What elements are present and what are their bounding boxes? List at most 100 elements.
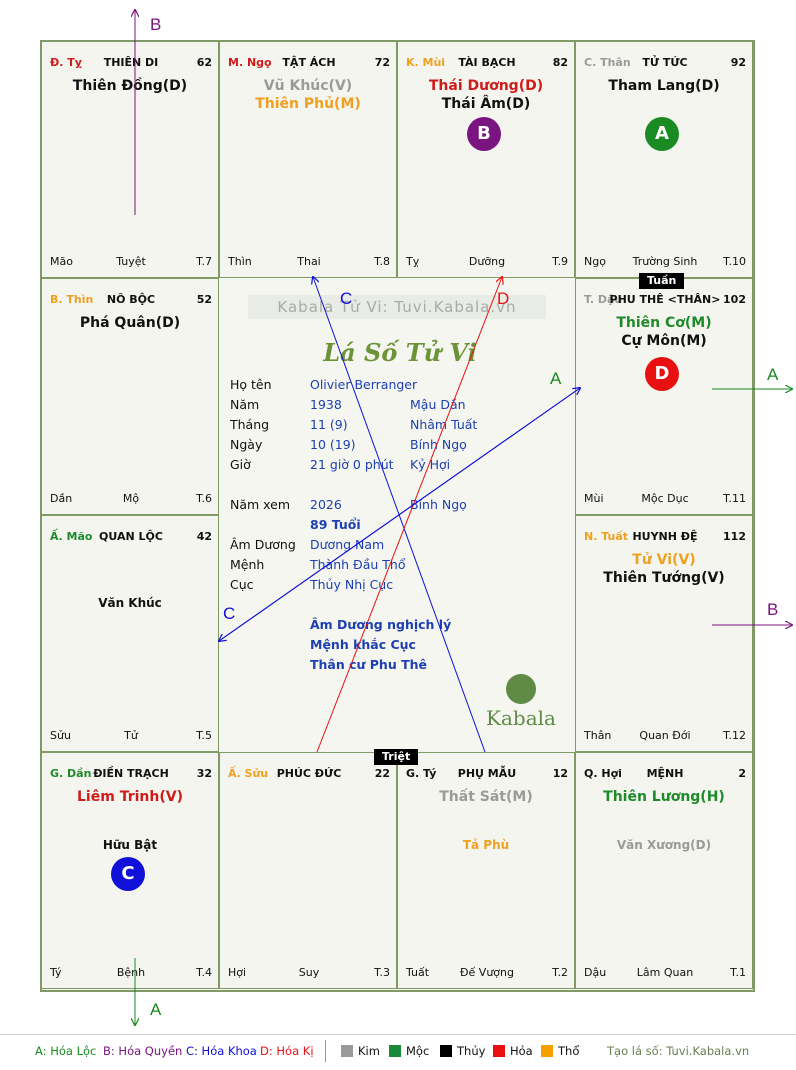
palace-number: 2 (738, 767, 746, 780)
tuan-tag: Tuần (639, 273, 685, 289)
palace-number: 72 (374, 56, 390, 69)
foot-age: T.4 (196, 966, 212, 979)
label-b-top: B (150, 15, 161, 34)
main-stars: Tham Lang(D) (576, 77, 752, 95)
foot-age: T.1 (730, 966, 746, 979)
label-a-right: A (767, 365, 779, 384)
foot-branch: Thân (584, 729, 612, 742)
branch-label: C. Thân (584, 56, 631, 69)
badge-d: D (645, 357, 679, 391)
branch-label: G. Dần (50, 767, 92, 780)
branch-label: Q. Hợi (584, 767, 622, 780)
palace-number: 102 (723, 293, 746, 306)
foot-stage: Thai (297, 255, 321, 268)
label-a-mid: A (550, 369, 562, 388)
foot-stage: Lâm Quan (636, 966, 694, 979)
legend-b: B: Hóa Quyền (103, 1044, 183, 1058)
minor-star: Văn Khúc (98, 596, 162, 610)
foot-branch: Tý (50, 966, 62, 979)
foot-stage: Quan Đới (639, 729, 691, 742)
foot-stage: Mộc Dục (641, 492, 689, 505)
foot-branch: Dần (50, 492, 73, 505)
minor-star: Hữu Bật (102, 838, 158, 852)
main-stars: Thiên Cơ(M) Cự Môn(M) (576, 314, 752, 350)
palace-thin: B. Thìn NÔ BỘC 52 Phá Quân(D) Dần Mộ T.6 (41, 278, 219, 515)
foot-branch: Dậu (584, 966, 607, 979)
palace-name: QUAN LỘC (99, 530, 163, 543)
age: 89 Tuổi (310, 517, 361, 532)
palace-hoi: Q. Hợi MỆNH 2 Thiên Lương(H) Văn Xương(D) Dậu… (575, 752, 753, 989)
main-star: Thiên Tướng(V) (603, 570, 725, 586)
palace-number: 82 (552, 56, 568, 69)
palace-suu: Ấ. Sửu PHÚC ĐỨC 22 Hợi Suy T.3 (219, 752, 397, 989)
main-stars: Vũ Khúc(V) Thiên Phủ(M) (220, 77, 396, 113)
foot-age: T.5 (196, 729, 212, 742)
legend-hoa: Hỏa (493, 1044, 533, 1058)
birth-info: Họ tên Olivier Berranger Năm 1938 Mậu Dần T… (230, 377, 478, 472)
label-d-top: D (497, 289, 509, 308)
arrow-c-diag (219, 387, 581, 641)
palace-name: TẬT ÁCH (282, 56, 336, 69)
foot-branch: Mùi (584, 492, 604, 505)
main-stars: Thất Sát(M) (398, 788, 574, 806)
site-link[interactable]: Tạo lá số: Tuvi.Kabala.vn (607, 1044, 750, 1058)
main-star: Vũ Khúc(V) (263, 78, 353, 94)
foot-branch: Thìn (228, 255, 252, 268)
palace-mao: Ấ. Mão QUAN LỘC 42 Văn Khúc Sửu Tử T.5 (41, 515, 219, 752)
foot-branch: Tuất (406, 966, 430, 979)
palace-name: TỬ TỨC (642, 56, 688, 69)
notes: Âm Dương nghịch lý Mệnh khắc Cục Thân cư… (310, 617, 452, 672)
foot-stage: Đế Vượng (460, 966, 514, 979)
minor-star: Tả Phù (462, 838, 510, 852)
branch-label: G. Tý (406, 767, 437, 780)
main-star: Thái Âm(D) (441, 96, 531, 112)
main-star: Thái Dương(D) (428, 78, 544, 94)
main-star: Thiên Cơ(M) (616, 315, 712, 331)
branch-label: Ấ. Sửu (228, 767, 269, 780)
main-stars: Thiên Đồng(D) (42, 77, 218, 95)
main-star: Cự Môn(M) (621, 333, 707, 349)
foot-branch: Tỵ (406, 255, 420, 268)
main-star: Thiên Đồng(D) (72, 78, 188, 94)
legend-d: D: Hóa Kị (260, 1044, 314, 1058)
foot-age: T.11 (723, 492, 746, 505)
kabala-logo: Kabala (481, 674, 561, 730)
legend-moc: Mộc (389, 1044, 429, 1058)
branch-label: N. Tuất (584, 530, 629, 543)
triet-tag: Triệt (374, 749, 419, 765)
arrow-d-line (316, 277, 502, 753)
palace-number: 32 (196, 767, 212, 780)
palace-name: NÔ BỘC (106, 293, 156, 306)
branch-label: M. Ngọ (228, 56, 272, 69)
foot-age: T.8 (374, 255, 390, 268)
main-star: Thiên Lương(H) (603, 789, 725, 805)
legend-kim: Kim (341, 1044, 380, 1058)
foot-stage: Suy (298, 966, 320, 979)
foot-age: T.7 (196, 255, 212, 268)
badge-b: B (467, 117, 501, 151)
palace-mui: K. Mùi TÀI BẠCH 82 Thái Dương(D) Thái Âm(D) T… (397, 41, 575, 278)
label-c-top: C (340, 289, 352, 308)
palace-name: THIÊN DI (103, 56, 159, 69)
palace-number: 92 (730, 56, 746, 69)
main-star: Phá Quân(D) (79, 315, 181, 331)
palace-number: 62 (196, 56, 212, 69)
label-b-right: B (767, 600, 778, 619)
branch-label: Ấ. Mão (50, 530, 93, 543)
watermark: Kabala Tử Vi: Tuvi.Kabala.vn (248, 295, 546, 319)
palace-tuat: N. Tuất HUYNH ĐỆ 112 Tử Vi(V) Thiên Tướng(V)… (575, 515, 753, 752)
palace-dau: T. Dậu PHU THÊ <THÂN> 102 Thiên Cơ(M) Cự Môn… (575, 278, 753, 515)
legend-a: A: Hóa Lộc (35, 1044, 97, 1058)
legend-c: C: Hóa Khoa (186, 1044, 257, 1058)
branch-label: Đ. Tỵ (50, 56, 82, 69)
main-star: Thiên Phủ(M) (255, 96, 361, 112)
palace-name: TÀI BẠCH (458, 56, 516, 69)
minor-star: Văn Xương(D) (616, 838, 712, 852)
palace-number: 12 (552, 767, 568, 780)
branch-label: T. Dậu (584, 293, 623, 306)
palace-number: 112 (723, 530, 746, 543)
palace-name: PHỤ MẪU (457, 767, 517, 780)
foot-age: T.3 (374, 966, 390, 979)
foot-age: T.9 (552, 255, 568, 268)
foot-branch: Hợi (228, 966, 247, 979)
